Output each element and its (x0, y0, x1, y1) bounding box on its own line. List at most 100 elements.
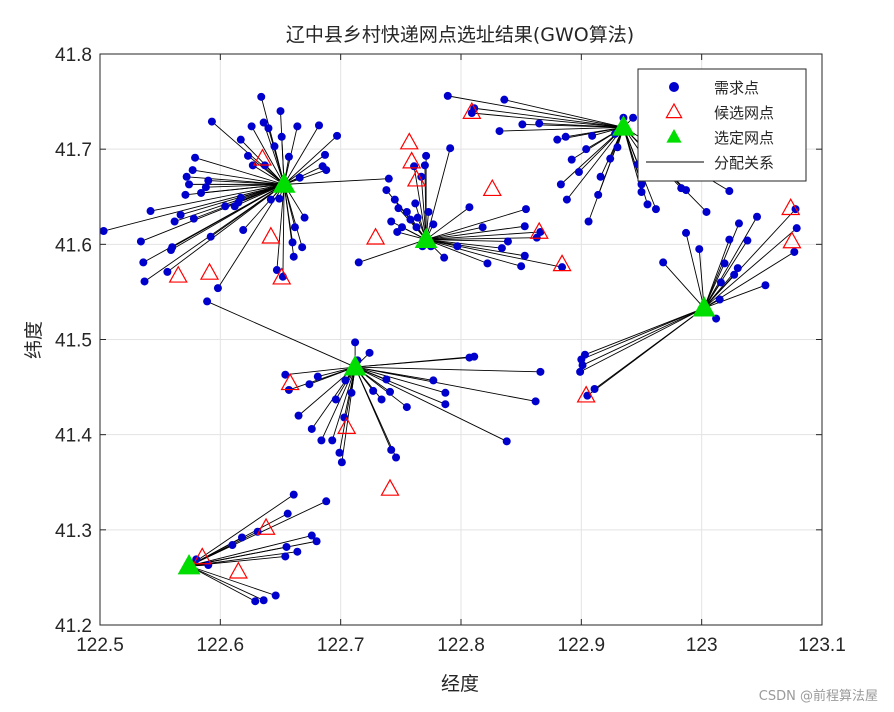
assignment-line (703, 284, 766, 309)
demand-point (213, 284, 222, 293)
demand-point (682, 228, 691, 237)
demand-point (322, 497, 331, 506)
demand-point (497, 244, 506, 253)
demand-point (276, 107, 285, 116)
demand-point (536, 367, 545, 376)
demand-point (264, 124, 273, 133)
assignment-line (150, 183, 285, 212)
demand-point (136, 237, 145, 246)
demand-point (333, 131, 342, 140)
demand-point (351, 338, 360, 347)
assignment-line (285, 366, 356, 376)
candidate-site (199, 262, 220, 280)
assignment-line (283, 154, 326, 185)
demand-point (556, 180, 565, 189)
assignment-line (355, 366, 541, 373)
assignment-line (703, 208, 796, 309)
demand-point (354, 258, 363, 267)
demand-point (521, 205, 530, 214)
assignment-line (103, 183, 285, 232)
demand-point (197, 188, 206, 197)
selected-site (177, 553, 201, 575)
assignment-line (321, 366, 356, 441)
candidate-site (261, 226, 281, 244)
demand-point (204, 176, 213, 185)
demand-point (503, 237, 512, 246)
legend-selected-marker (666, 129, 682, 143)
demand-point (377, 395, 386, 404)
demand-point (365, 348, 374, 357)
demand-point (406, 215, 415, 224)
assignment-line (201, 183, 285, 194)
x-tick-label: 122.7 (317, 635, 365, 656)
demand-point (298, 243, 307, 252)
assignment-line (358, 239, 427, 263)
y-axis-label: 纬度 (23, 321, 45, 359)
assignment-line (355, 356, 475, 368)
demand-point (792, 224, 801, 233)
demand-point (315, 121, 324, 130)
selected-site (272, 172, 296, 193)
assignment-line (186, 176, 285, 185)
demand-point (580, 350, 589, 359)
assignment-line (703, 216, 758, 309)
assignment-line (354, 366, 446, 394)
assignment-line (355, 366, 536, 402)
demand-point (281, 370, 290, 379)
assignment-line (251, 126, 285, 185)
demand-point (328, 436, 337, 445)
demand-point (386, 387, 395, 396)
demand-point (402, 207, 411, 216)
demand-point (312, 537, 321, 546)
candidate-site (280, 373, 300, 391)
assignment-line (426, 226, 483, 241)
demand-point (322, 166, 331, 175)
assignment-line (426, 239, 508, 242)
demand-point (733, 264, 742, 273)
demand-point (682, 186, 691, 195)
assignment-line (192, 169, 285, 185)
assignment-line (499, 126, 624, 132)
y-tick-label: 41.7 (55, 140, 92, 161)
demand-point (140, 277, 149, 286)
demand-point (483, 259, 492, 268)
candidate-site (576, 385, 596, 403)
y-tick-label: 41.4 (55, 426, 92, 447)
demand-point (300, 213, 309, 222)
y-tick-label: 41.5 (55, 331, 92, 352)
demand-point (307, 424, 316, 433)
demand-point (168, 243, 177, 252)
demand-point (651, 205, 660, 214)
demand-point (201, 183, 210, 192)
y-tick-label: 41.3 (55, 521, 92, 542)
demand-point (743, 236, 752, 245)
demand-point (281, 552, 290, 561)
candidate-site (168, 265, 188, 283)
x-axis-label: 经度 (441, 673, 479, 695)
candidate-site (380, 478, 400, 496)
x-tick-label: 122.8 (437, 635, 485, 656)
assignment-line (426, 225, 525, 241)
assignment-line (284, 178, 389, 185)
assignment-line (206, 301, 356, 368)
assignment-line (582, 307, 705, 366)
demand-point (321, 150, 330, 159)
demand-point (441, 400, 450, 409)
demand-point (725, 235, 734, 244)
demand-point (453, 242, 462, 251)
assignment-line (425, 208, 527, 241)
demand-point (394, 204, 403, 213)
demand-point (413, 213, 422, 222)
demand-point (558, 263, 567, 272)
demand-point (440, 253, 449, 262)
demand-point (582, 145, 591, 154)
assignment-line (504, 99, 624, 128)
demand-point (239, 226, 248, 235)
candidate-site (337, 416, 357, 434)
selected-site (414, 227, 438, 248)
assignment-line (188, 513, 288, 567)
demand-point (553, 135, 562, 144)
demand-point (244, 151, 253, 160)
demand-point (629, 113, 638, 122)
demand-point (734, 219, 743, 228)
